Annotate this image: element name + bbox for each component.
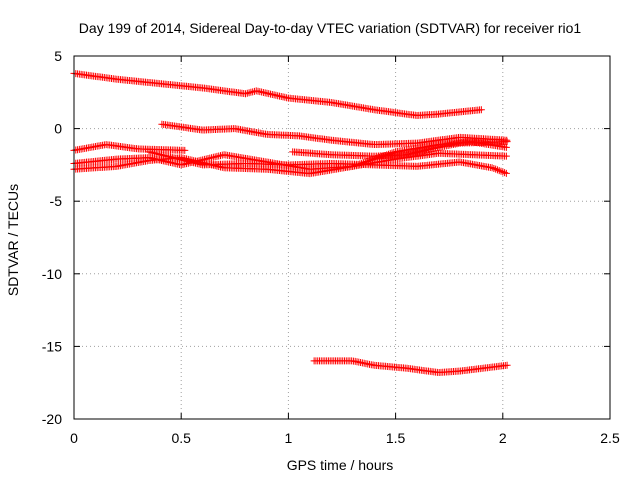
data-point: [501, 169, 509, 177]
data-point: [502, 152, 510, 160]
y-axis-ticks: 5 0 -5 -10 -15 -20: [42, 48, 610, 427]
y-tick-label: 0: [54, 121, 62, 137]
data-point: [499, 168, 507, 176]
y-axis-label: SDTVAR / TECUs: [5, 184, 21, 296]
data-point: [502, 143, 510, 151]
series-track-3: [70, 141, 189, 154]
data-point: [490, 164, 498, 172]
x-tick-label: 2: [499, 430, 507, 446]
series-track-1: [70, 69, 485, 120]
grid-lines: [74, 56, 610, 419]
data-point: [493, 166, 501, 174]
y-tick-label: -5: [50, 193, 63, 209]
y-tick-label: -15: [42, 338, 62, 354]
x-tick-label: 0: [70, 430, 78, 446]
x-tick-label: 1.5: [386, 430, 406, 446]
data-point: [488, 164, 496, 172]
data-point: [503, 361, 511, 369]
x-tick-label: 1: [285, 430, 293, 446]
chart-title: Day 199 of 2014, Sidereal Day-to-day VTE…: [79, 20, 582, 36]
data-point: [477, 106, 485, 114]
data-points: [70, 69, 511, 376]
data-point: [492, 165, 500, 173]
series-track-8: [310, 357, 511, 376]
data-point: [497, 167, 505, 175]
data-point: [503, 138, 511, 146]
data-point: [502, 169, 510, 177]
x-tick-label: 0.5: [171, 430, 191, 446]
plot-frame: [73, 55, 611, 420]
data-point: [495, 167, 503, 175]
series-track-6: [145, 148, 510, 177]
series-track-2: [158, 120, 511, 149]
y-tick-label: -10: [42, 266, 62, 282]
y-tick-label: 5: [54, 48, 62, 64]
x-axis-label: GPS time / hours: [287, 457, 394, 473]
series-track-7: [289, 138, 511, 160]
x-axis-ticks: 0 0.5 1 1.5 2 2.5: [70, 56, 620, 446]
y-tick-label: -20: [42, 411, 62, 427]
data-point: [181, 146, 189, 154]
x-tick-label: 2.5: [600, 430, 620, 446]
